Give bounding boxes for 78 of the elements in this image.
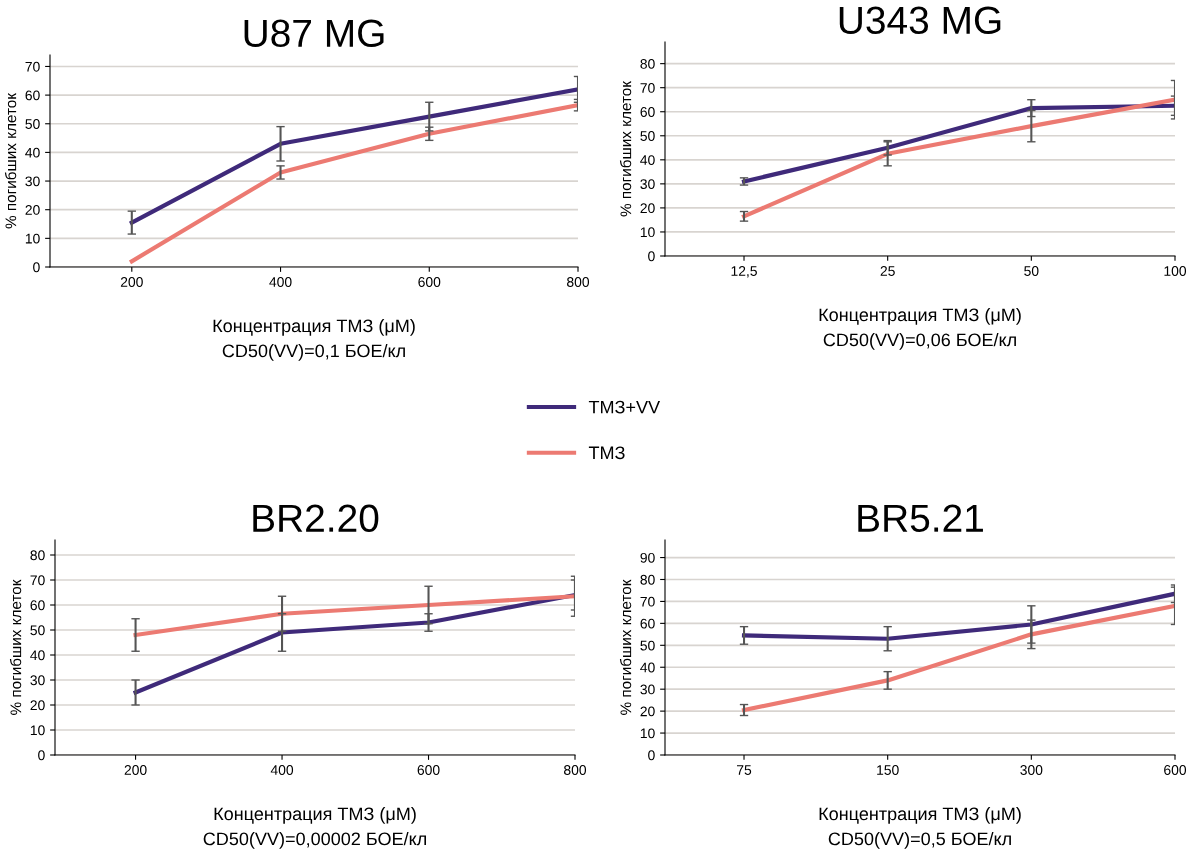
y-tick-label: 30 bbox=[30, 675, 45, 686]
y-tick-label: 80 bbox=[30, 550, 45, 561]
y-tick-label: 50 bbox=[640, 131, 655, 141]
line-series bbox=[129, 103, 578, 264]
x-tick-label: 150 bbox=[877, 765, 899, 775]
y-tick-label: 10 bbox=[30, 725, 45, 736]
y-tick-label: 60 bbox=[25, 90, 40, 101]
y-tick-label: 70 bbox=[640, 83, 655, 93]
y-tick-label: 10 bbox=[25, 233, 40, 244]
x-tick-label: 75 bbox=[737, 765, 752, 775]
x-tick-label: 600 bbox=[418, 277, 441, 287]
y-axis-title: % погибших клеток bbox=[619, 579, 632, 715]
y-tick-label: 30 bbox=[640, 684, 655, 695]
line-series bbox=[741, 591, 1175, 641]
line-series bbox=[741, 603, 1175, 713]
y-tick-label: 40 bbox=[30, 650, 45, 661]
y-tick-label: 70 bbox=[25, 61, 40, 72]
line-series bbox=[741, 103, 1175, 184]
y-tick-label: 10 bbox=[640, 227, 655, 238]
y-tick-label: 70 bbox=[30, 575, 45, 586]
y-axis-title: % погибших клеток bbox=[619, 80, 632, 217]
chart-title: U87 MG bbox=[244, 19, 384, 48]
y-tick-label: 60 bbox=[30, 600, 45, 611]
y-tick-label: 70 bbox=[640, 596, 655, 607]
y-tick-label: 40 bbox=[640, 662, 655, 673]
x-tick-label: 600 bbox=[417, 765, 440, 775]
y-tick-label: 50 bbox=[640, 640, 655, 651]
legend-label: ТМЗ bbox=[588, 446, 625, 460]
x-tick-label: 300 bbox=[1020, 765, 1043, 775]
x-axis-title: Концентрация ТМЗ (μM) bbox=[819, 807, 1021, 824]
x-tick-label: 12,5 bbox=[731, 266, 757, 278]
text: CD50(VV)=0,5 БОЕ/кл bbox=[828, 832, 1011, 849]
chart-title: BR5.21 bbox=[858, 504, 983, 533]
x-tick-label: 800 bbox=[564, 765, 587, 775]
line-series bbox=[133, 594, 575, 638]
y-tick-label: 50 bbox=[30, 625, 45, 636]
x-tick-label: 400 bbox=[269, 277, 292, 287]
y-tick-label: 20 bbox=[640, 706, 655, 717]
y-tick-label: 60 bbox=[640, 107, 655, 117]
y-tick-label: 80 bbox=[640, 574, 655, 585]
y-axis-title: % погибших клеток bbox=[9, 579, 22, 715]
chart-title: BR2.20 bbox=[253, 504, 379, 533]
x-tick-label: 600 bbox=[1164, 765, 1187, 775]
y-tick-label: 0 bbox=[33, 262, 40, 273]
y-tick-label: 40 bbox=[25, 147, 40, 158]
y-tick-label: 0 bbox=[38, 750, 45, 761]
line-series bbox=[741, 97, 1175, 219]
y-tick-label: 30 bbox=[640, 179, 655, 190]
x-tick-label: 100 bbox=[1164, 266, 1187, 276]
chart-title: U343 MG bbox=[839, 6, 1001, 35]
y-tick-label: 80 bbox=[640, 58, 655, 69]
text: CD50(VV)=0,00002 БОЕ/кл bbox=[203, 832, 426, 849]
y-tick-label: 10 bbox=[640, 728, 655, 739]
y-tick-label: 90 bbox=[640, 552, 655, 563]
y-tick-label: 0 bbox=[648, 750, 655, 761]
text: CD50(VV)=0,06 БОЕ/кл bbox=[823, 333, 1016, 350]
y-tick-label: 30 bbox=[25, 176, 40, 187]
x-axis-title: Концентрация ТМЗ (μM) bbox=[213, 319, 415, 336]
y-tick-label: 60 bbox=[640, 618, 655, 629]
y-tick-label: 0 bbox=[648, 251, 655, 262]
legend-label: ТМЗ+VV bbox=[588, 400, 661, 414]
y-tick-label: 20 bbox=[25, 205, 40, 215]
y-tick-label: 20 bbox=[640, 203, 655, 214]
line-series bbox=[129, 87, 578, 225]
x-axis-title: Концентрация ТМЗ (μM) bbox=[214, 807, 416, 824]
x-axis-title: Концентрация ТМЗ (μM) bbox=[819, 308, 1021, 325]
y-tick-label: 20 bbox=[30, 700, 45, 711]
x-tick-label: 50 bbox=[1024, 266, 1039, 276]
x-tick-label: 200 bbox=[120, 277, 143, 287]
x-tick-label: 400 bbox=[270, 765, 294, 775]
line-series bbox=[133, 592, 575, 695]
text: CD50(VV)=0,1 БОЕ/кл bbox=[222, 344, 405, 361]
y-axis-title: % погибших клеток bbox=[4, 92, 17, 229]
x-tick-label: 200 bbox=[124, 765, 147, 775]
y-tick-label: 40 bbox=[640, 155, 655, 165]
x-tick-label: 800 bbox=[567, 277, 590, 287]
y-tick-label: 50 bbox=[25, 119, 40, 129]
x-tick-label: 25 bbox=[880, 266, 895, 276]
